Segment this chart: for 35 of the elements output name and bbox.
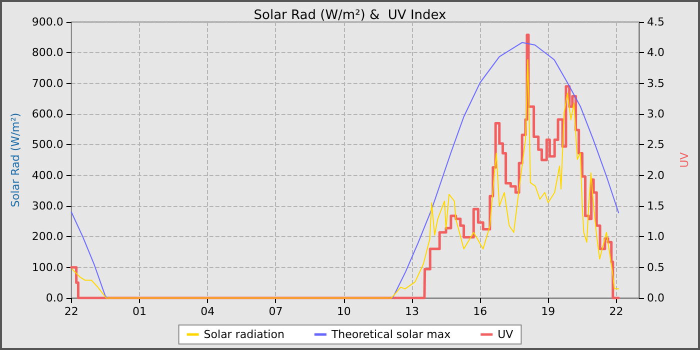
x-tick-label: 10 (336, 305, 351, 318)
y2-tick-label: 1.5 (647, 200, 664, 212)
legend-label: Theoretical solar max (330, 328, 452, 341)
y2-tick-label: 2.5 (647, 138, 664, 152)
x-tick-label: 22 (609, 305, 624, 318)
y2-tick-label: 1.0 (647, 230, 664, 244)
y2-tick-label: 0.5 (647, 260, 664, 274)
y-tick-label: 400.0 (32, 168, 64, 182)
y-tick-label: 600.0 (32, 108, 64, 120)
y-tick-label: 200.0 (32, 230, 64, 244)
y2-tick-label: 4.5 (647, 16, 664, 28)
x-tick-label: 13 (404, 305, 419, 318)
y2-tick-label: 2.0 (647, 168, 664, 182)
y2-tick-label: 3.5 (647, 76, 664, 90)
y-tick-label: 0.0 (46, 292, 64, 304)
y-tick-label: 700.0 (32, 76, 64, 90)
x-tick-label: 22 (64, 305, 78, 318)
y2-tick-label: 0.0 (647, 292, 664, 304)
legend-label: UV (498, 328, 514, 341)
y-tick-label: 100.0 (32, 260, 64, 274)
y-tick-label: 900.0 (32, 16, 64, 28)
y-tick-label: 300.0 (32, 200, 64, 212)
x-tick-label: 04 (200, 305, 215, 318)
y-tick-label: 800.0 (32, 46, 64, 60)
legend-label: Solar radiation (204, 328, 284, 341)
chart-title: Solar Rad (W/m²) & UV Index (254, 8, 447, 23)
x-tick-label: 07 (268, 305, 283, 318)
y-axis-title: Solar Rad (W/m²) (9, 112, 22, 208)
x-tick-label: 16 (473, 305, 488, 318)
y2-tick-label: 4.0 (647, 46, 664, 60)
y2-tick-label: 3.0 (647, 108, 664, 120)
x-tick-label: 01 (132, 305, 147, 318)
y2-axis-title: UV (678, 152, 691, 168)
x-tick-label: 19 (541, 305, 556, 318)
y-tick-label: 500.0 (32, 138, 64, 152)
